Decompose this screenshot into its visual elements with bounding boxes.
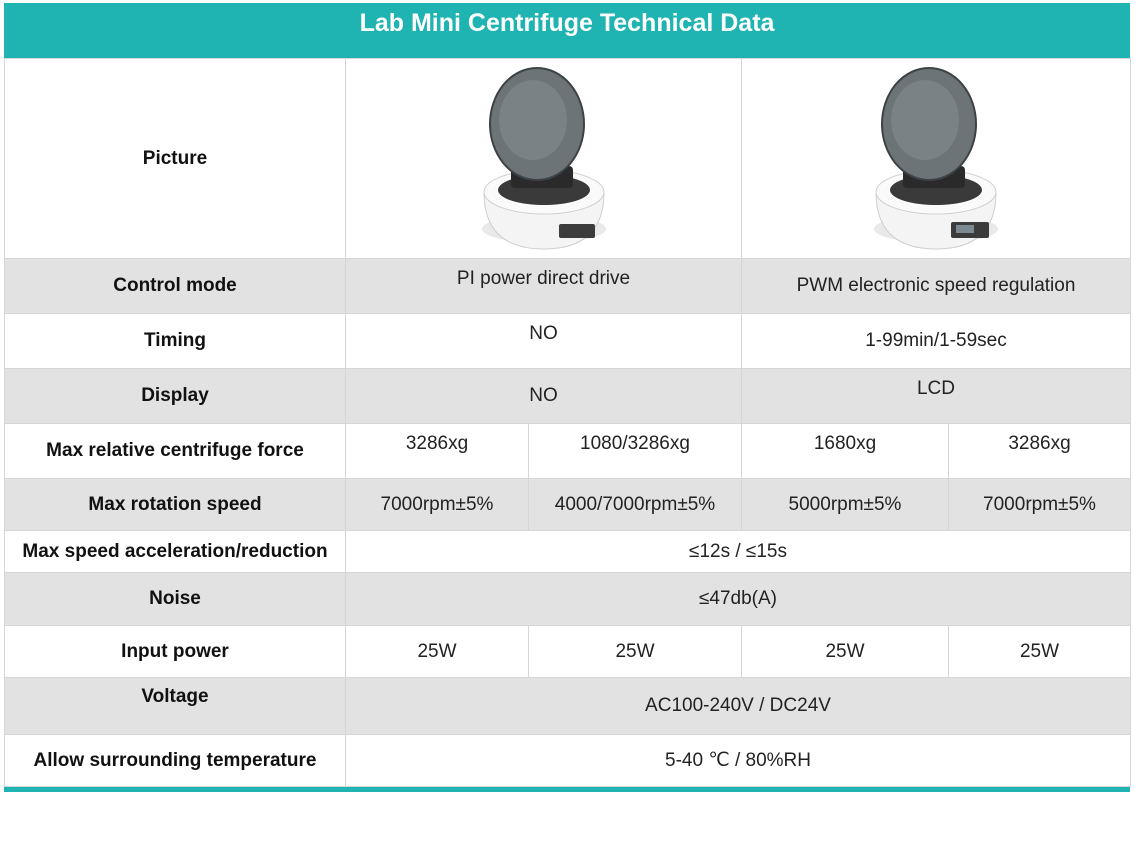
label-accel: Max speed acceleration/reduction [4,530,346,573]
row-voltage: Voltage AC100-240V / DC24V [4,677,1131,735]
max-rcf-2-text: 1080/3286xg [580,433,690,454]
accel-value: ≤12s / ≤15s [345,530,1131,573]
row-max-speed: Max rotation speed 7000rpm±5% 4000/7000r… [4,478,1131,531]
spec-table: Picture [4,58,1131,787]
centrifuge-image-b [874,66,998,250]
picture-cell-a [345,58,742,259]
display-b-text: LCD [916,378,955,399]
label-timing: Timing [4,313,346,369]
label-max-speed: Max rotation speed [4,478,346,531]
picture-cell-b [741,58,1131,259]
label-display: Display [4,368,346,424]
control-mode-a: PI power direct drive [345,258,742,314]
row-accel: Max speed acceleration/reduction ≤12s / … [4,530,1131,573]
label-voltage: Voltage [4,677,346,735]
label-picture: Picture [4,58,346,259]
input-power-2: 25W [528,625,742,678]
max-speed-1: 7000rpm±5% [345,478,529,531]
timing-a: NO [345,313,742,369]
row-temperature: Allow surrounding temperature 5-40 ℃ / 8… [4,734,1131,787]
max-rcf-4-text: 3286xg [1008,433,1071,454]
timing-a-text: NO [529,323,558,344]
max-rcf-1-text: 3286xg [405,433,469,454]
max-rcf-2: 1080/3286xg [528,423,742,479]
page-title: Lab Mini Centrifuge Technical Data [4,3,1130,58]
row-picture: Picture [4,58,1131,259]
centrifuge-image-a [481,66,606,250]
label-noise: Noise [4,572,346,626]
label-temperature: Allow surrounding temperature [4,734,346,787]
row-control-mode: Control mode PI power direct drive PWM e… [4,258,1131,314]
max-rcf-4: 3286xg [948,423,1131,479]
max-rcf-3: 1680xg [741,423,949,479]
max-speed-2: 4000/7000rpm±5% [528,478,742,531]
row-input-power: Input power 25W 25W 25W 25W [4,625,1131,678]
row-max-rcf: Max relative centrifuge force 3286xg 108… [4,423,1131,479]
max-rcf-3-text: 1680xg [813,433,877,454]
control-mode-b: PWM electronic speed regulation [741,258,1131,314]
label-control-mode: Control mode [4,258,346,314]
label-input-power: Input power [4,625,346,678]
display-b: LCD [741,368,1131,424]
display-a: NO [345,368,742,424]
voltage-value: AC100-240V / DC24V [345,677,1131,735]
noise-value: ≤47db(A) [345,572,1131,626]
spec-sheet: Lab Mini Centrifuge Technical Data Pictu… [4,3,1131,792]
input-power-4: 25W [948,625,1131,678]
control-mode-a-text: PI power direct drive [456,268,631,289]
row-noise: Noise ≤47db(A) [4,572,1131,626]
max-speed-4: 7000rpm±5% [948,478,1131,531]
max-rcf-1: 3286xg [345,423,529,479]
bottom-rule [4,787,1130,792]
label-voltage-text: Voltage [141,686,209,707]
row-timing: Timing NO 1-99min/1-59sec [4,313,1131,369]
row-display: Display NO LCD [4,368,1131,424]
timing-b: 1-99min/1-59sec [741,313,1131,369]
max-speed-3: 5000rpm±5% [741,478,949,531]
label-max-rcf: Max relative centrifuge force [4,423,346,479]
input-power-3: 25W [741,625,949,678]
input-power-1: 25W [345,625,529,678]
temperature-value: 5-40 ℃ / 80%RH [345,734,1131,787]
